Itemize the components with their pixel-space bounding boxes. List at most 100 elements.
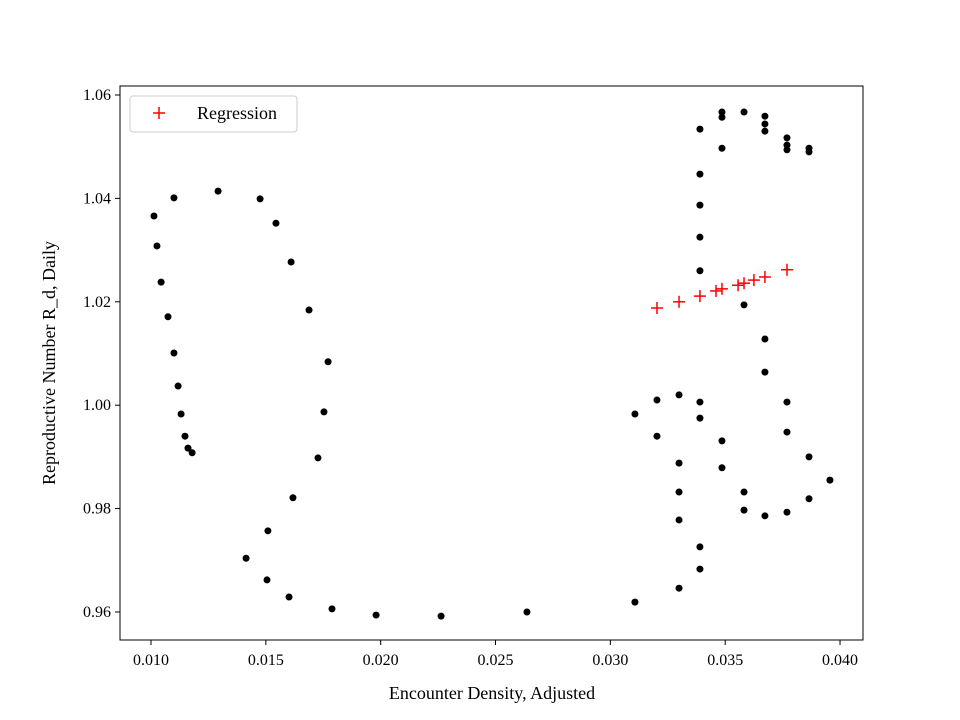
point bbox=[805, 148, 813, 156]
point bbox=[631, 410, 639, 418]
point bbox=[675, 516, 683, 524]
point bbox=[783, 398, 791, 406]
point bbox=[164, 313, 172, 321]
point bbox=[783, 428, 791, 436]
x-tick-label: 0.015 bbox=[248, 652, 284, 669]
point bbox=[761, 120, 769, 128]
point bbox=[696, 233, 704, 241]
plus-marker bbox=[747, 274, 760, 287]
point bbox=[285, 593, 293, 601]
x-tick-label: 0.025 bbox=[478, 652, 514, 669]
point bbox=[372, 611, 380, 619]
y-tick-label: 0.98 bbox=[83, 501, 111, 518]
y-tick-label: 1.06 bbox=[83, 87, 111, 104]
plus-marker bbox=[650, 301, 663, 314]
point bbox=[696, 414, 704, 422]
point bbox=[174, 382, 182, 390]
point bbox=[675, 459, 683, 467]
point bbox=[170, 349, 178, 357]
point bbox=[631, 598, 639, 606]
point bbox=[263, 576, 271, 584]
point bbox=[188, 449, 196, 457]
point bbox=[675, 391, 683, 399]
point bbox=[320, 408, 328, 416]
point bbox=[761, 112, 769, 120]
y-tick-label: 1.04 bbox=[83, 190, 111, 207]
legend-label: Regression bbox=[197, 103, 277, 123]
point bbox=[761, 127, 769, 135]
plus-marker bbox=[153, 107, 165, 119]
plus-marker bbox=[732, 279, 745, 292]
point bbox=[696, 267, 704, 275]
point bbox=[718, 108, 726, 116]
x-tick-label: 0.010 bbox=[133, 652, 169, 669]
point bbox=[696, 201, 704, 209]
point bbox=[740, 488, 748, 496]
point bbox=[696, 125, 704, 133]
point bbox=[157, 278, 165, 286]
plus-marker bbox=[673, 295, 686, 308]
point bbox=[783, 146, 791, 154]
point bbox=[289, 494, 297, 502]
point bbox=[177, 410, 185, 418]
point bbox=[718, 144, 726, 152]
point bbox=[242, 554, 250, 562]
point bbox=[272, 219, 280, 227]
point bbox=[761, 335, 769, 343]
point bbox=[783, 134, 791, 142]
y-tick-label: 1.02 bbox=[83, 294, 111, 311]
point bbox=[696, 398, 704, 406]
point bbox=[328, 605, 336, 613]
plus-marker bbox=[710, 284, 723, 297]
point bbox=[287, 258, 295, 266]
point bbox=[783, 508, 791, 516]
point bbox=[740, 301, 748, 309]
legend-box bbox=[129, 95, 298, 133]
point bbox=[718, 437, 726, 445]
point bbox=[437, 612, 445, 620]
point bbox=[653, 432, 661, 440]
point bbox=[740, 506, 748, 514]
point bbox=[523, 608, 531, 616]
point bbox=[718, 464, 726, 472]
x-tick-label: 0.030 bbox=[592, 652, 628, 669]
point bbox=[826, 476, 834, 484]
point bbox=[184, 444, 192, 452]
point bbox=[256, 195, 264, 203]
point bbox=[181, 432, 189, 440]
point bbox=[718, 113, 726, 121]
point bbox=[805, 453, 813, 461]
plus-marker bbox=[693, 290, 706, 303]
x-tick-label: 0.020 bbox=[363, 652, 399, 669]
x-tick-label: 0.040 bbox=[822, 652, 858, 669]
plot-frame bbox=[119, 85, 864, 641]
point bbox=[696, 543, 704, 551]
plus-marker bbox=[738, 277, 751, 290]
plus-marker bbox=[780, 263, 793, 276]
y-tick-label: 0.96 bbox=[83, 604, 111, 621]
y-tick-label: 1.00 bbox=[83, 397, 111, 414]
point bbox=[761, 368, 769, 376]
point bbox=[675, 488, 683, 496]
point bbox=[696, 170, 704, 178]
point bbox=[153, 242, 161, 250]
point bbox=[305, 306, 313, 314]
point bbox=[675, 584, 683, 592]
point bbox=[761, 512, 769, 520]
point bbox=[214, 187, 222, 195]
point bbox=[150, 212, 158, 220]
point bbox=[170, 194, 178, 202]
plus-marker bbox=[758, 270, 771, 283]
point bbox=[696, 565, 704, 573]
point bbox=[805, 495, 813, 503]
point bbox=[653, 396, 661, 404]
point bbox=[264, 527, 272, 535]
point bbox=[740, 108, 748, 116]
y-axis-label: Reproductive Number R_d, Daily bbox=[39, 241, 59, 485]
point bbox=[324, 358, 332, 366]
x-axis-label: Encounter Density, Adjusted bbox=[389, 683, 595, 703]
x-tick-label: 0.035 bbox=[707, 652, 743, 669]
point bbox=[314, 454, 322, 462]
plus-marker bbox=[715, 282, 728, 295]
